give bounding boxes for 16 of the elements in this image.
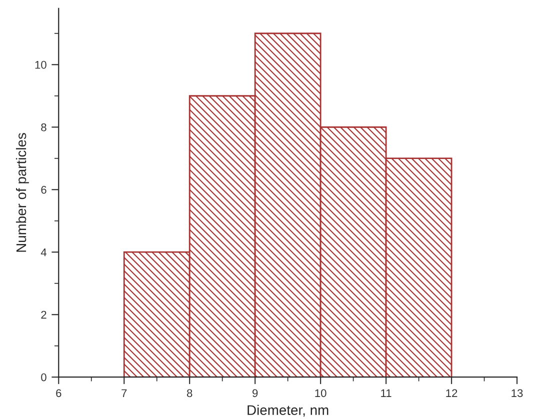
x-axis-title: Diemeter, nm	[248, 404, 328, 417]
y-tick-label: 6	[41, 186, 46, 194]
y-tick-label: 8	[41, 123, 46, 132]
x-tick-label: 12	[446, 389, 458, 397]
y-tick-label: 10	[35, 60, 46, 69]
y-tick-label: 2	[41, 310, 46, 319]
y-tick-label: 4	[40, 248, 46, 256]
x-tick-label: 6	[56, 389, 62, 398]
x-tick-label: 10	[315, 389, 326, 398]
x-tick-label: 7	[122, 389, 127, 397]
y-tick-label: 0	[41, 373, 46, 382]
x-tick-label: 8	[186, 389, 192, 398]
x-tick-label: 9	[252, 389, 258, 398]
x-tick-label: 13	[512, 389, 523, 398]
x-tick-label: 11	[381, 389, 392, 397]
y-axis-title: Number of particles	[16, 133, 29, 252]
